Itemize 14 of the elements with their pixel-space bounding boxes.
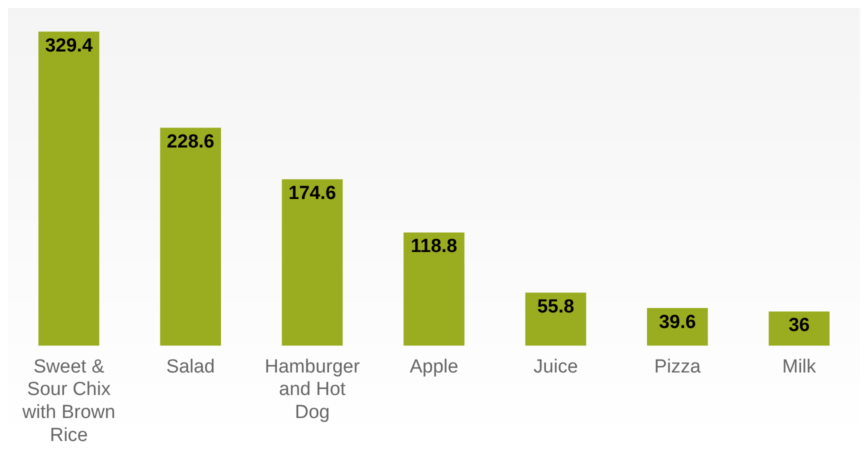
data-label: 174.6 [288,183,336,204]
x-tick-label: Pizza [654,356,702,378]
x-tick-label: Apple [410,356,458,378]
data-label: 329.4 [45,35,94,56]
x-tick-label: Milk [782,356,817,378]
x-tick-label: Hamburger and Hot Dog [264,356,360,424]
data-label: 39.6 [658,312,696,333]
x-tick-label: Juice [534,356,578,378]
x-tick-label: Salad [166,356,215,378]
data-label: 36 [788,315,810,336]
data-label: 228.6 [166,132,214,153]
data-label: 55.8 [537,296,574,318]
x-tick-label: Sweet & Sour Chix with Brown Rice [21,356,116,446]
data-label: 118.8 [410,236,458,258]
